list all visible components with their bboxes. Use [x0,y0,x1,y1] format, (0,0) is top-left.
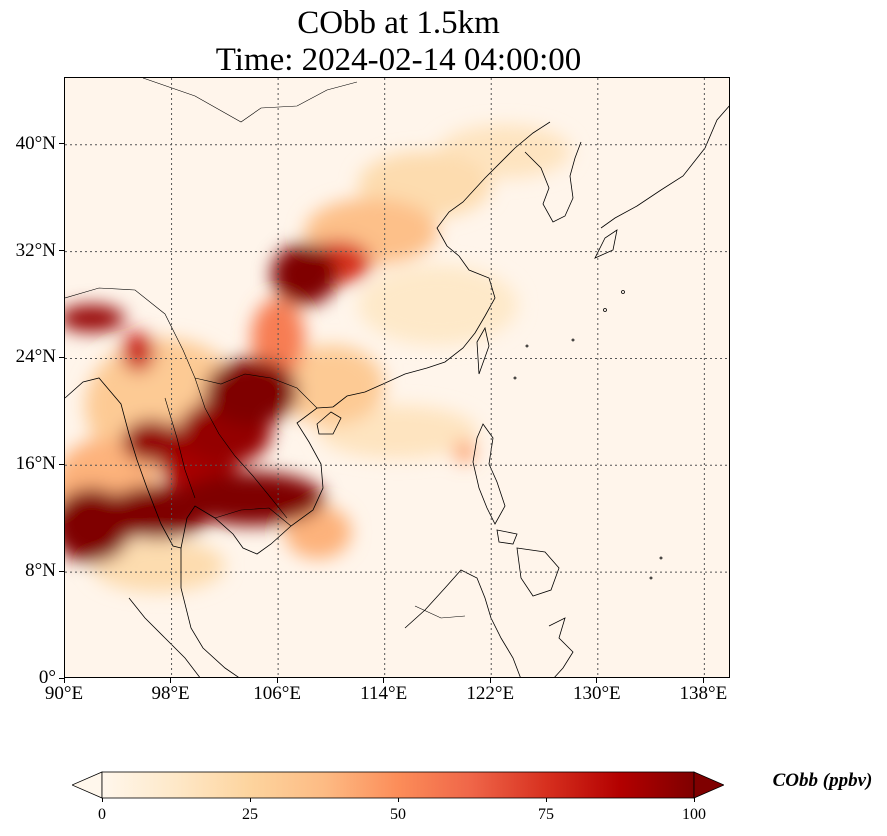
kyushu-coastline [594,229,618,259]
colorbar-tick-label: 100 [682,806,706,823]
latitude-tick-mark [59,356,64,358]
colorbar-gradient-bar [101,771,695,799]
colorbar-tick-mark [101,798,103,802]
concentration-patch [65,488,132,563]
country-borders [65,78,466,619]
colorbar [72,771,724,799]
longitude-tick-mark [489,678,491,683]
coastlines-and-borders [65,78,729,677]
china-coastline [332,121,551,408]
longitude-tick-label: 114°E [360,683,408,704]
concentration-patch [204,358,299,426]
longitude-tick-mark [383,678,385,683]
concentration-patch [65,305,125,332]
latitude-tick-label: 0° [38,667,56,688]
cobb-concentration-field [65,124,572,593]
concentration-patch [91,538,225,593]
latitude-tick-mark [59,677,64,679]
concentration-patch [278,345,385,426]
sumatra-coastline [128,597,200,677]
longitude-tick-label: 98°E [151,683,190,704]
latitude-tick-label: 32°N [15,239,56,261]
colorbar-label: CObb (ppbv) [772,770,873,791]
indochina-coastline [180,406,334,677]
latitude-tick-label: 16°N [15,453,56,475]
map-canvas [65,78,729,677]
colorbar-tick-mark [249,798,251,802]
cambodia-border [214,507,292,527]
korea-coastline [524,141,582,223]
longitude-tick-mark [702,678,704,683]
concentration-patch [122,331,155,372]
colorbar-max-extension [693,771,724,799]
concentration-patch [271,243,339,306]
graticule [65,78,729,677]
concentration-patch [453,441,476,463]
taiwan-coastline [476,326,490,375]
colorbar-tick-label: 0 [98,806,106,823]
colorbar-min-extension [72,771,103,799]
latitude-tick-mark [59,570,64,572]
colorbar-tick-mark [545,798,547,802]
longitude-tick-label: 130°E [572,683,621,704]
longitude-tick-mark [276,678,278,683]
longitude-tick-label: 138°E [679,683,728,704]
concentration-patch [178,471,325,526]
sulawesi-coastline [548,617,574,677]
malaysia-border [414,605,466,619]
concentration-patch [122,419,181,463]
colorbar-tick-label: 25 [242,806,258,823]
myanmar-coastline [65,377,182,549]
latitude-tick-label: 24°N [15,346,56,368]
latitude-tick-mark [59,143,64,145]
longitude-tick-label: 90°E [44,683,84,704]
longitude-tick-label: 106°E [253,683,301,704]
longitude-tick-label: 122°E [466,683,515,704]
concentration-patch [358,264,518,346]
longitude-tick-mark [63,678,65,683]
latitude-tick-mark [59,250,64,252]
japan-coastline [600,105,729,229]
map-panel [64,77,730,678]
borneo-coastline [404,569,521,677]
hainan-coastline [316,411,342,435]
longitude-tick-mark [596,678,598,683]
visayas-coastline [496,529,518,545]
thailand-border [164,397,196,499]
colorbar-tick-label: 50 [390,806,406,823]
mindanao-coastline [516,547,560,597]
small-islands [513,290,663,580]
map-title: CObb at 1.5km [297,5,500,41]
map-time-subtitle: Time: 2024-02-14 04:00:00 [215,42,582,78]
laos-border [194,377,288,519]
colorbar-tick-mark [693,798,695,802]
latitude-tick-label: 8°N [25,560,56,582]
colorbar-tick-label: 75 [538,806,554,823]
luzon-coastline [472,423,506,525]
longitude-tick-mark [170,678,172,683]
colorbar-tick-mark [397,798,399,802]
china-north-border [142,78,358,123]
latitude-tick-mark [59,463,64,465]
latitude-tick-label: 40°N [15,132,56,154]
